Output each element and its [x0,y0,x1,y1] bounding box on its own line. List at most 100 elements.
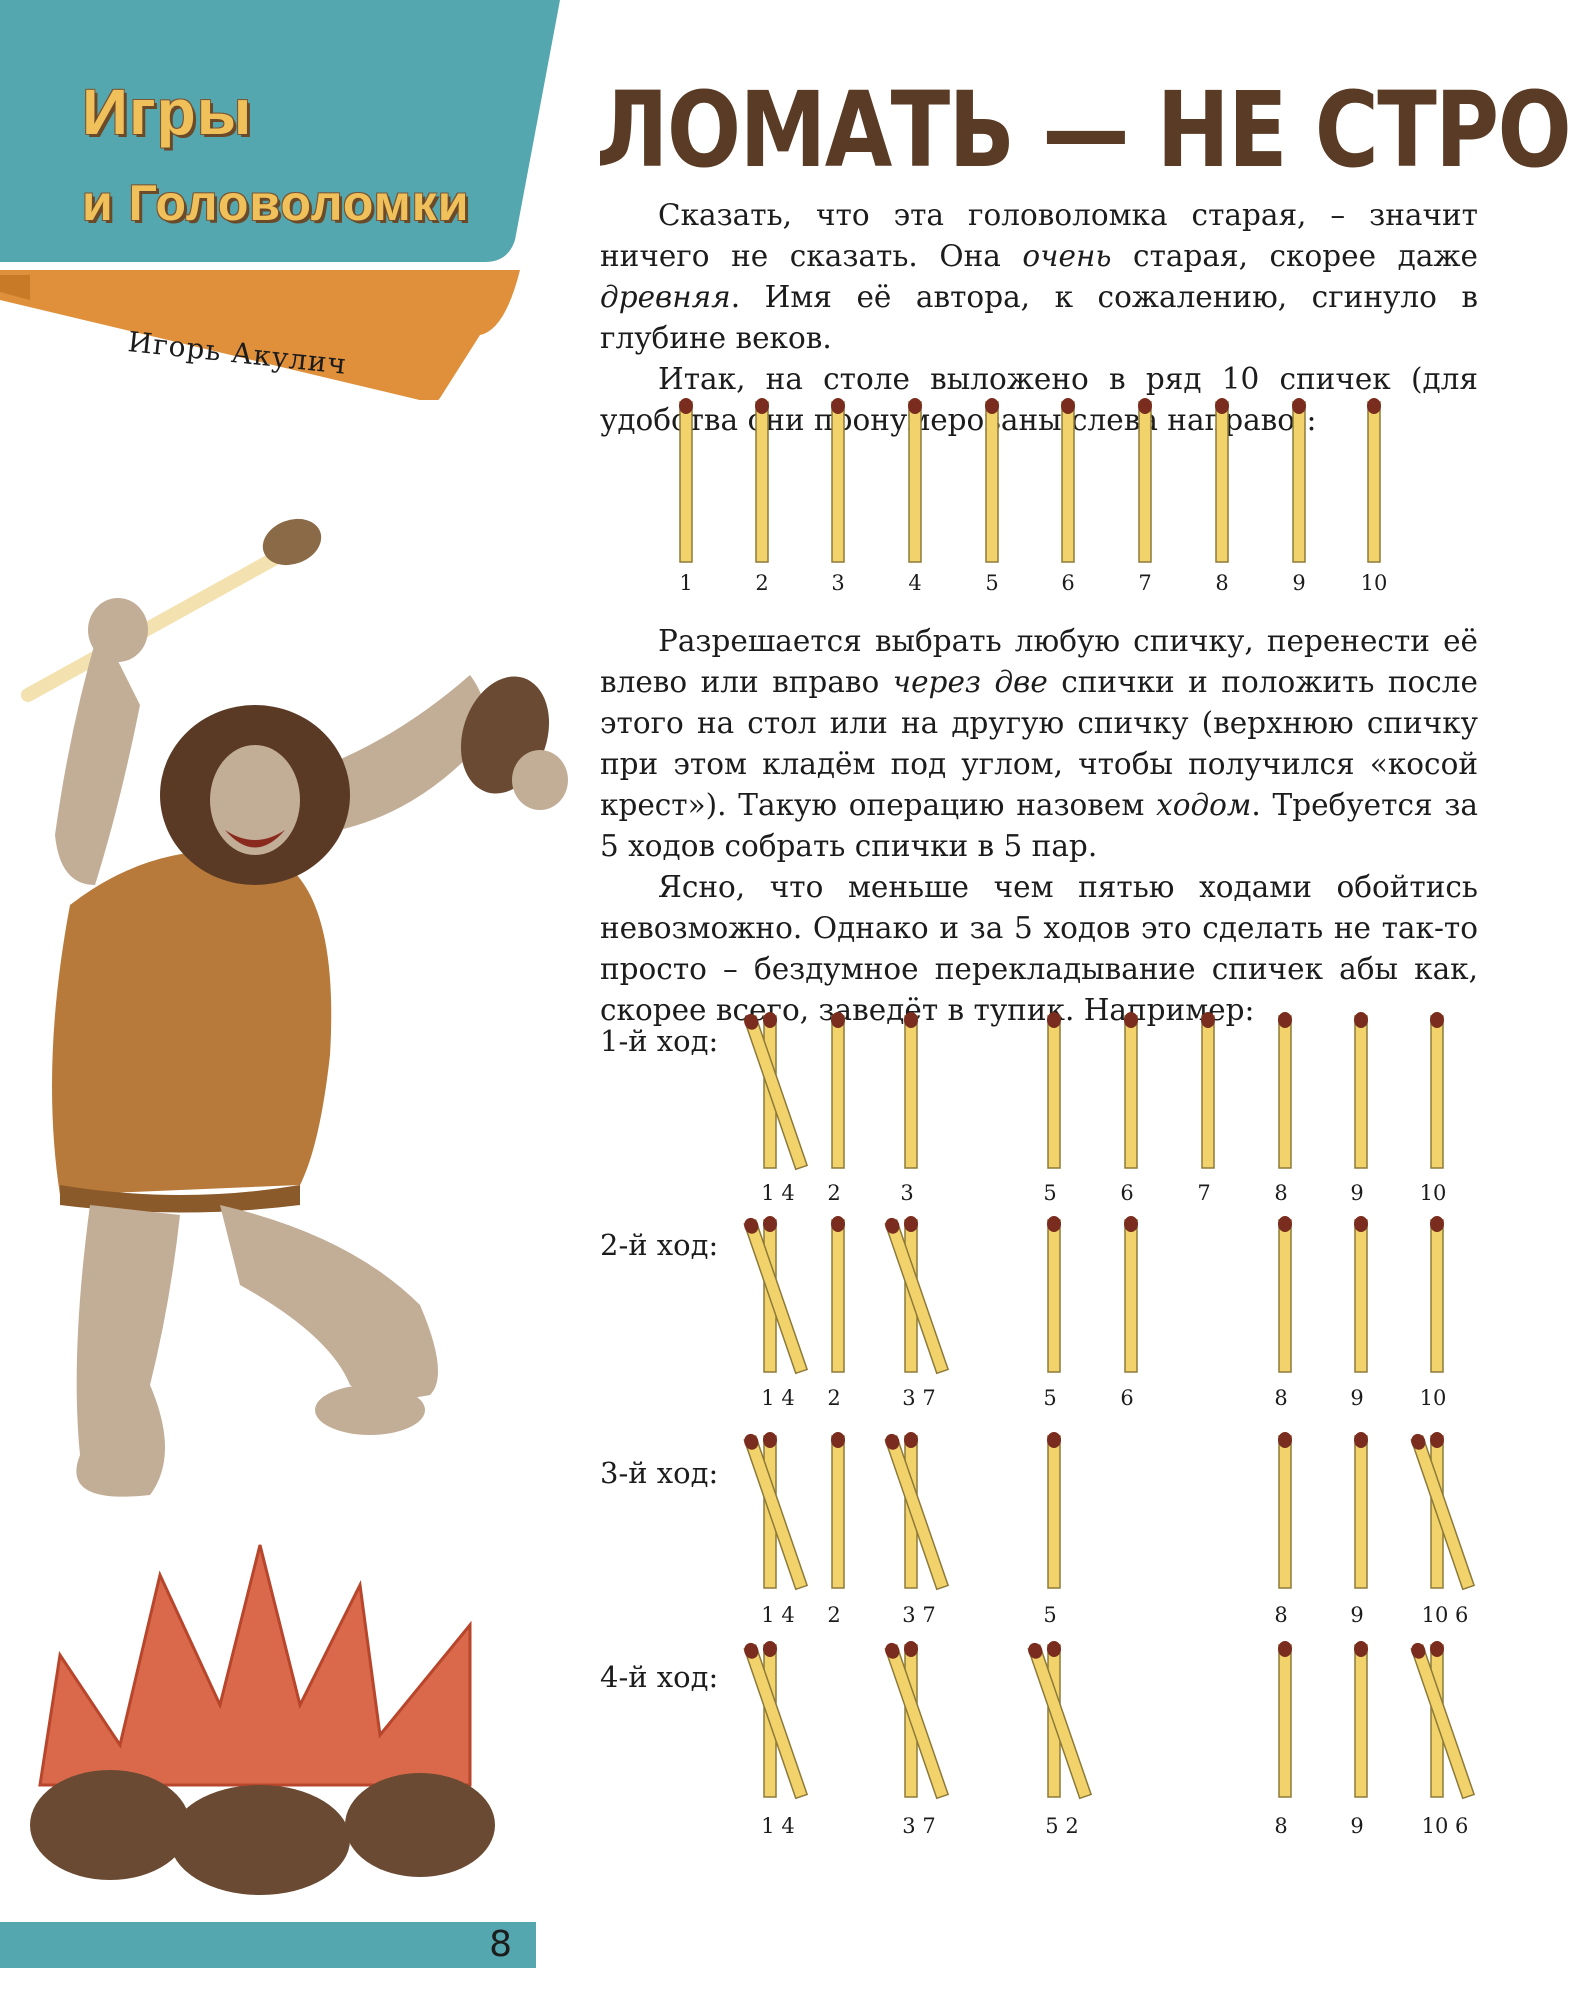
match-6 [1061,398,1075,563]
section-banner: Игры и Головоломки Игорь Акулич [0,0,570,400]
move-3-label: 9 [1350,1603,1363,1627]
move-label-3: 3-й ход: [600,1456,719,1490]
move-2-label: 1 4 [761,1386,794,1410]
match-number-label: 7 [1138,571,1151,595]
move-1-match [1354,1012,1368,1169]
move-2-label: 3 7 [902,1386,935,1410]
move-2-label: 2 [827,1386,840,1410]
move-2-match [1430,1216,1444,1373]
move-4-match [1278,1641,1292,1798]
match-number-label: 5 [985,571,998,595]
text-run: Разрешается выбрать любую спичку, перене… [600,624,1478,699]
move-2-crossed-match [884,1217,950,1375]
match-7 [1138,398,1152,563]
match-number-label: 6 [1061,571,1074,595]
banner-shapes [0,0,560,400]
move-2-match [831,1216,845,1373]
move-1-match [904,1012,918,1169]
move-4-crossed-match [1027,1642,1093,1800]
move-1-match [1047,1012,1061,1169]
move-4-match [1354,1641,1368,1798]
paragraph-3: Разрешается выбрать любую спичку, перене… [600,621,1478,867]
move-2-label: 6 [1120,1386,1133,1410]
emphasis: очень [1022,239,1112,273]
move-4-label: 5 2 [1045,1814,1078,1838]
club-icon [21,518,322,702]
move-4-label: 10 6 [1422,1814,1469,1838]
move-4-label: 1 4 [761,1814,794,1838]
move-1-label: 9 [1350,1181,1363,1205]
article-body: Сказать, что эта головоломка старая, – з… [600,195,1478,1031]
move-2-label: 10 [1420,1386,1447,1410]
move-2-label: 5 [1043,1386,1056,1410]
move-2-label: 9 [1350,1386,1363,1410]
move-1-label: 8 [1274,1181,1287,1205]
emphasis: через две [892,665,1048,699]
text-run: старая, скорее даже [1111,239,1478,273]
move-4-crossed-match [884,1642,950,1800]
move-2-match [1124,1216,1138,1373]
caveman-head [160,705,350,885]
move-2-match [1278,1216,1292,1373]
match-number-label: 4 [908,571,921,595]
match-8 [1215,398,1229,563]
move-3-match [831,1432,845,1589]
match-9 [1292,398,1306,563]
move-1-match [1278,1012,1292,1169]
emphasis: древняя [600,280,731,314]
move-1-label: 7 [1197,1181,1210,1205]
match-number-label: 10 [1361,571,1388,595]
move-3-match [1047,1432,1061,1589]
move-1-match [1430,1012,1444,1169]
move-3-crossed-match [884,1433,950,1591]
match-3 [831,398,845,563]
move-3-label: 10 6 [1422,1603,1469,1627]
paragraph-2: Итак, на столе выложено в ряд 10 спичек … [600,362,1478,437]
move-1-match [1124,1012,1138,1169]
move-1-label: 3 [900,1181,913,1205]
page-number: 8 [489,1924,512,1965]
text-run: спички и положить после этого на стол ил… [600,665,1478,822]
move-2-match [1047,1216,1061,1373]
move-4-label: 3 7 [902,1814,935,1838]
move-4-label: 9 [1350,1814,1363,1838]
move-1-label: 5 [1043,1181,1056,1205]
page-footer-bar: 8 [0,1922,536,1968]
move-2-label: 8 [1274,1386,1287,1410]
match-number-label: 9 [1292,571,1305,595]
move-2-crossed-match [743,1217,809,1375]
move-1-label: 1 4 [761,1181,794,1205]
match-5 [985,398,999,563]
paragraph-4: Ясно, что меньше чем пятью ходами обойти… [600,870,1478,1027]
match-number-label: 1 [679,571,692,595]
text-run: . Имя её автора, к сожалению, сгинуло в … [600,280,1478,355]
move-3-crossed-match [743,1433,809,1591]
match-1 [679,398,693,563]
move-label-2: 2-й ход: [600,1228,719,1262]
move-1-label: 10 [1420,1181,1447,1205]
move-3-label: 3 7 [902,1603,935,1627]
move-3-label: 5 [1043,1603,1056,1627]
move-3-match [1278,1432,1292,1589]
move-3-label: 1 4 [761,1603,794,1627]
move-1-crossed-match [743,1013,809,1171]
move-1-match [1201,1012,1215,1169]
move-3-label: 2 [827,1603,840,1627]
emphasis: ходом [1156,788,1252,822]
match-4 [908,398,922,563]
match-2 [755,398,769,563]
section-title-line2: и Головоломки [82,175,470,231]
move-4-label: 8 [1274,1814,1287,1838]
move-4-crossed-match [1410,1642,1476,1800]
move-4-crossed-match [743,1642,809,1800]
text-run: Сказать, что эта головоломка старая, – з… [600,198,1478,273]
move-3-crossed-match [1410,1433,1476,1591]
caveman-illustration [0,505,570,1995]
section-title-line1: Игры [82,76,253,148]
move-3-label: 8 [1274,1603,1287,1627]
match-number-label: 2 [755,571,768,595]
campfire-icon [30,1544,495,1895]
text-run: . Требуется за 5 ходов собрать спички в … [600,788,1479,863]
match-number-label: 8 [1215,571,1228,595]
